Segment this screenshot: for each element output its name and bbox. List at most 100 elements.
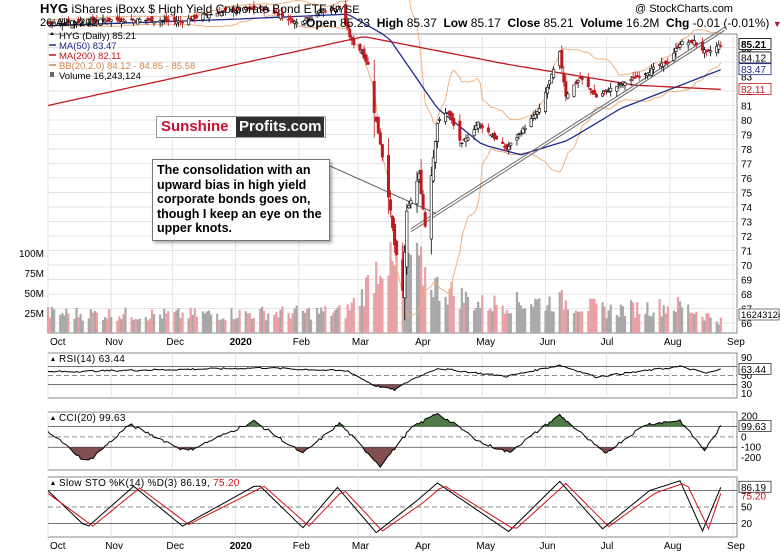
volume-bar bbox=[291, 313, 294, 333]
sto-label: Slow STO %K(14) %D(3) 86.19, 75.20 bbox=[59, 478, 240, 489]
volume-bar bbox=[165, 313, 168, 333]
cci-tick-label: -200 bbox=[741, 453, 761, 464]
x-tick-label-top: Apr bbox=[415, 337, 431, 348]
candle-body bbox=[395, 240, 399, 255]
volume-bar bbox=[93, 310, 96, 333]
callout-pointer bbox=[329, 165, 437, 215]
candle-body bbox=[393, 223, 397, 245]
volume-bar bbox=[415, 242, 419, 333]
candle-body bbox=[101, 18, 105, 20]
volume-bar bbox=[187, 318, 190, 333]
candle-body bbox=[586, 77, 590, 88]
chg-value: -0.01 (-0.01%) bbox=[692, 16, 770, 30]
candle-body bbox=[234, 10, 238, 14]
candle-body bbox=[164, 16, 168, 22]
candle-body bbox=[719, 45, 723, 47]
volume-bar bbox=[387, 275, 390, 333]
volume-bar bbox=[303, 312, 306, 333]
volume-bar bbox=[589, 298, 592, 333]
candle-body bbox=[592, 89, 596, 95]
volume-bar bbox=[344, 318, 347, 333]
candle-body bbox=[203, 13, 207, 15]
low-value: 85.17 bbox=[470, 16, 501, 30]
volume-bar bbox=[678, 301, 682, 333]
volume-bar bbox=[623, 315, 627, 333]
volume-bar bbox=[305, 309, 309, 333]
candle-body bbox=[478, 123, 482, 126]
volume-bar bbox=[173, 311, 176, 333]
legend-item: MA(200) 82.11 bbox=[59, 51, 121, 62]
cci-label-icon bbox=[51, 416, 55, 420]
chart-header-title: HYG iShares iBoxx $ High Yield Corporate… bbox=[40, 1, 360, 16]
candle-body bbox=[495, 135, 499, 140]
candle-body bbox=[152, 20, 156, 24]
candle-body bbox=[315, 13, 319, 16]
candle-body bbox=[362, 48, 366, 59]
candle-body bbox=[507, 146, 511, 151]
volume-bar bbox=[377, 284, 380, 333]
candle-body bbox=[172, 17, 176, 22]
volume-tick-label: 50M bbox=[25, 289, 44, 300]
candle-body bbox=[521, 127, 525, 134]
volume-bar bbox=[605, 318, 608, 333]
volume-bar bbox=[122, 313, 125, 333]
candle-body bbox=[348, 28, 352, 37]
candle-body bbox=[707, 49, 711, 51]
volume-bar bbox=[715, 321, 718, 333]
candle-body bbox=[323, 10, 327, 13]
volume-bar bbox=[389, 242, 392, 333]
candle-body bbox=[429, 175, 433, 240]
volume-bar bbox=[666, 306, 669, 333]
volume-bar bbox=[289, 318, 292, 333]
candle-body bbox=[248, 7, 252, 9]
volume-bar bbox=[252, 317, 256, 333]
candle-body bbox=[274, 11, 278, 14]
volume-bar bbox=[275, 311, 278, 333]
volume-bar bbox=[572, 313, 576, 333]
down-arrow-icon: ▼ bbox=[772, 19, 780, 29]
candle-body bbox=[209, 13, 213, 16]
volume-bar bbox=[448, 288, 451, 333]
volume-bar bbox=[564, 300, 567, 333]
volume-bar bbox=[646, 302, 649, 333]
volume-bar bbox=[652, 312, 655, 333]
volume-bar bbox=[250, 318, 253, 333]
volume-bar bbox=[648, 315, 651, 333]
candle-body bbox=[546, 86, 550, 94]
volume-bar bbox=[332, 312, 335, 333]
x-tick-label-top: May bbox=[476, 337, 495, 348]
volume-bar bbox=[346, 304, 349, 333]
legend-item: MA(50) 83.47 bbox=[59, 41, 117, 52]
volume-bar bbox=[138, 318, 141, 333]
open-value: 85.23 bbox=[340, 16, 371, 30]
candle-body bbox=[150, 16, 154, 22]
candle-body bbox=[615, 86, 619, 92]
volume-bar bbox=[615, 314, 618, 333]
rsi-tick-label: 90 bbox=[741, 353, 753, 364]
volume-bar bbox=[203, 313, 207, 333]
volume-bar bbox=[709, 317, 712, 333]
volume-tick-label: 75M bbox=[25, 269, 44, 280]
volume-bar bbox=[638, 314, 641, 333]
candle-body bbox=[62, 23, 66, 25]
candle-body bbox=[201, 13, 205, 21]
volume-bar bbox=[501, 305, 504, 333]
volume-bar bbox=[77, 317, 80, 333]
volume-bar bbox=[464, 291, 468, 333]
sto-value-tag-label: 86.19 bbox=[741, 483, 766, 494]
candle-body bbox=[79, 20, 83, 24]
x-tick-label-bottom: Jul bbox=[601, 541, 614, 552]
candle-body bbox=[66, 18, 70, 24]
volume-bar bbox=[658, 298, 661, 333]
x-tick-label-bottom: Dec bbox=[166, 541, 184, 552]
y-tick-label: 77 bbox=[741, 160, 753, 171]
volume-bar bbox=[664, 313, 667, 333]
volume-bar bbox=[293, 308, 296, 333]
volume-bar bbox=[177, 308, 180, 333]
candle-body bbox=[295, 22, 299, 25]
candle-body bbox=[572, 84, 576, 97]
candle-body bbox=[391, 216, 395, 228]
x-tick-label-bottom: 2020 bbox=[230, 541, 253, 552]
candle-body bbox=[187, 18, 191, 26]
candle-body bbox=[637, 75, 641, 78]
